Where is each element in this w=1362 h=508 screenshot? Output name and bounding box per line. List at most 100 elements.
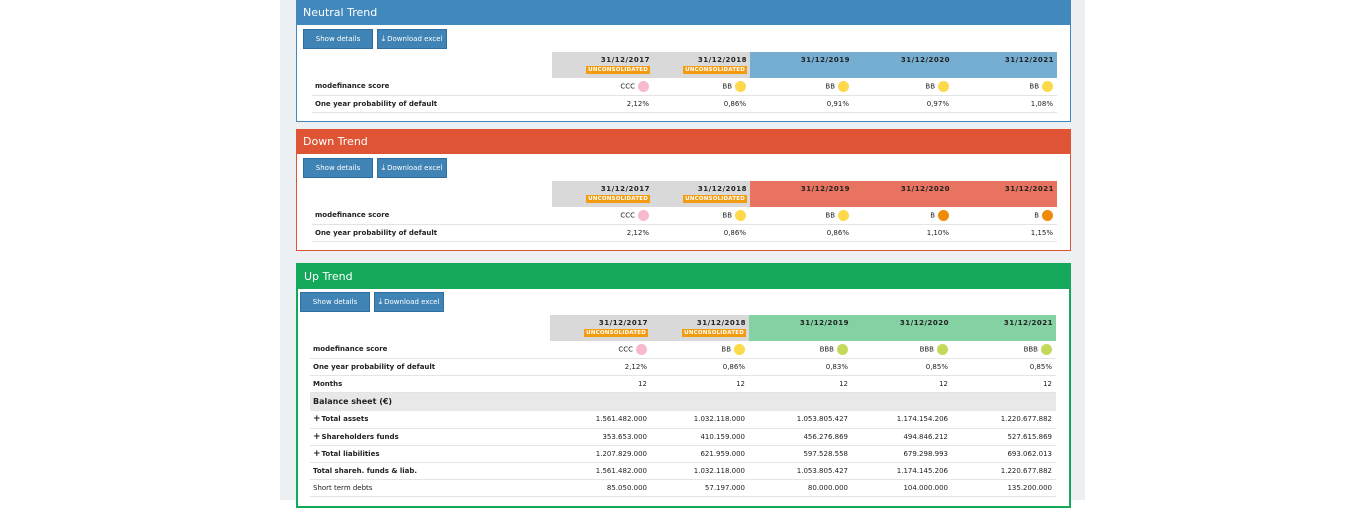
score-cell: CCC [552,207,653,225]
score-cell: BBB [749,341,852,359]
down-trend-table: 31/12/2017 UNCONSOLIDATED 31/12/2018 UNCON… [312,181,1057,242]
value-cell: 104.000.000 [852,479,952,497]
value-cell: 1.220.677.882 [952,462,1056,480]
date-header: 31/12/2020 [852,315,952,341]
shareholders-funds-row[interactable]: +Shareholders funds 353.653.000 410.159.… [310,428,1056,446]
unconsolidated-badge: UNCONSOLIDATED [586,195,650,203]
value-cell: 1.032.118.000 [651,411,749,429]
value-cell: 1.220.677.882 [952,411,1056,429]
date-header: 31/12/2021 [953,52,1057,78]
row-label: Total liabilities [321,449,380,458]
download-excel-button[interactable]: ⤓ Download excel [374,292,444,312]
unconsolidated-badge: UNCONSOLIDATED [682,329,746,337]
pd-cell: 2,12% [552,224,653,242]
unconsolidated-badge: UNCONSOLIDATED [584,329,648,337]
neutral-trend-table: 31/12/2017 UNCONSOLIDATED 31/12/2018 UNCON… [312,52,1057,113]
total-assets-row[interactable]: +Total assets 1.561.482.000 1.032.118.00… [310,411,1056,429]
row-label: One year probability of default [312,224,552,242]
neutral-trend-panel: Neutral Trend Show details ⤓ Download exc… [296,0,1071,122]
rating-dot-icon [938,209,949,221]
date-header: 31/12/2017 UNCONSOLIDATED [552,52,653,78]
rating-dot-icon [636,343,647,355]
value-cell: 621.959.000 [651,445,749,463]
panel-title: Up Trend [298,265,1069,289]
pd-cell: 0,83% [749,358,852,376]
value-cell: 527.615.869 [952,428,1056,446]
score-cell: BB [750,207,853,225]
value-cell: 1.032.118.000 [651,462,749,480]
download-icon: ⤓ [378,297,383,306]
rating-dot-icon [1041,343,1052,355]
pd-cell: 0,86% [651,358,749,376]
button-label: Show details [315,164,361,172]
date-header: 31/12/2018 UNCONSOLIDATED [653,52,750,78]
rating-dot-icon [837,343,848,355]
months-row: Months 12 12 12 12 12 [310,375,1056,393]
pd-cell: 0,91% [750,95,853,113]
value-cell: 693.062.013 [952,445,1056,463]
rating-dot-icon [838,209,849,221]
months-cell: 12 [651,375,749,393]
row-label: Months [310,375,550,393]
date-header: 31/12/2021 [952,315,1056,341]
button-label: Show details [315,35,361,43]
score-cell: BB [853,78,953,96]
show-details-button[interactable]: Show details [303,29,373,49]
download-excel-button[interactable]: ⤓ Download excel [377,29,447,49]
score-cell: BB [750,78,853,96]
score-cell: CCC [552,78,653,96]
pd-cell: 0,86% [653,224,750,242]
expand-plus-icon[interactable]: + [313,448,321,459]
pd-cell: 0,86% [653,95,750,113]
button-label: Download excel [384,298,440,306]
date-header: 31/12/2018 UNCONSOLIDATED [653,181,750,207]
show-details-button[interactable]: Show details [303,158,373,178]
score-cell: BB [653,78,750,96]
date-header: 31/12/2020 [853,181,953,207]
score-cell: BB [653,207,750,225]
up-trend-panel: Up Trend Show details ⤓ Download excel 31… [296,263,1071,508]
pd-cell: 2,12% [550,358,651,376]
expand-plus-icon[interactable]: + [313,414,321,425]
row-label: modefinance score [312,78,552,96]
score-cell: B [953,207,1057,225]
rating-dot-icon [734,343,745,355]
months-cell: 12 [952,375,1056,393]
up-trend-table: 31/12/2017 UNCONSOLIDATED 31/12/2018 UNCON… [310,315,1056,497]
pd-cell: 0,85% [852,358,952,376]
rating-dot-icon [1042,209,1053,221]
date-header: 31/12/2019 [750,52,853,78]
download-icon: ⤓ [381,34,386,43]
value-cell: 1.561.482.000 [550,411,651,429]
row-label: Total assets [321,415,369,424]
score-cell: CCC [550,341,651,359]
section-title: Balance sheet (€) [310,392,1056,411]
value-cell: 597.528.558 [749,445,852,463]
score-row: modefinance score CCC BB BB B B [312,207,1057,225]
pd-row: One year probability of default 2,12% 0,… [310,358,1056,376]
panel-title: Neutral Trend [297,1,1070,25]
months-cell: 12 [749,375,852,393]
value-cell: 456.276.869 [749,428,852,446]
pd-cell: 1,10% [853,224,953,242]
download-icon: ⤓ [381,163,386,172]
value-cell: 353.653.000 [550,428,651,446]
button-label: Download excel [387,164,443,172]
score-cell: BBB [852,341,952,359]
total-shareh-liab-row: Total shareh. funds & liab. 1.561.482.00… [310,462,1056,480]
score-row: modefinance score CCC BB BB BB BB [312,78,1057,96]
download-excel-button[interactable]: ⤓ Download excel [377,158,447,178]
total-liabilities-row[interactable]: +Total liabilities 1.207.829.000 621.959… [310,445,1056,463]
value-cell: 85.050.000 [550,479,651,497]
months-cell: 12 [550,375,651,393]
pd-cell: 2,12% [552,95,653,113]
expand-plus-icon[interactable]: + [313,431,321,442]
row-label: One year probability of default [312,95,552,113]
score-cell: BB [651,341,749,359]
down-trend-panel: Down Trend Show details ⤓ Download excel … [296,129,1071,251]
date-header: 31/12/2017 UNCONSOLIDATED [552,181,653,207]
date-header: 31/12/2018 UNCONSOLIDATED [651,315,749,341]
show-details-button[interactable]: Show details [300,292,370,312]
value-cell: 135.200.000 [952,479,1056,497]
unconsolidated-badge: UNCONSOLIDATED [683,195,747,203]
